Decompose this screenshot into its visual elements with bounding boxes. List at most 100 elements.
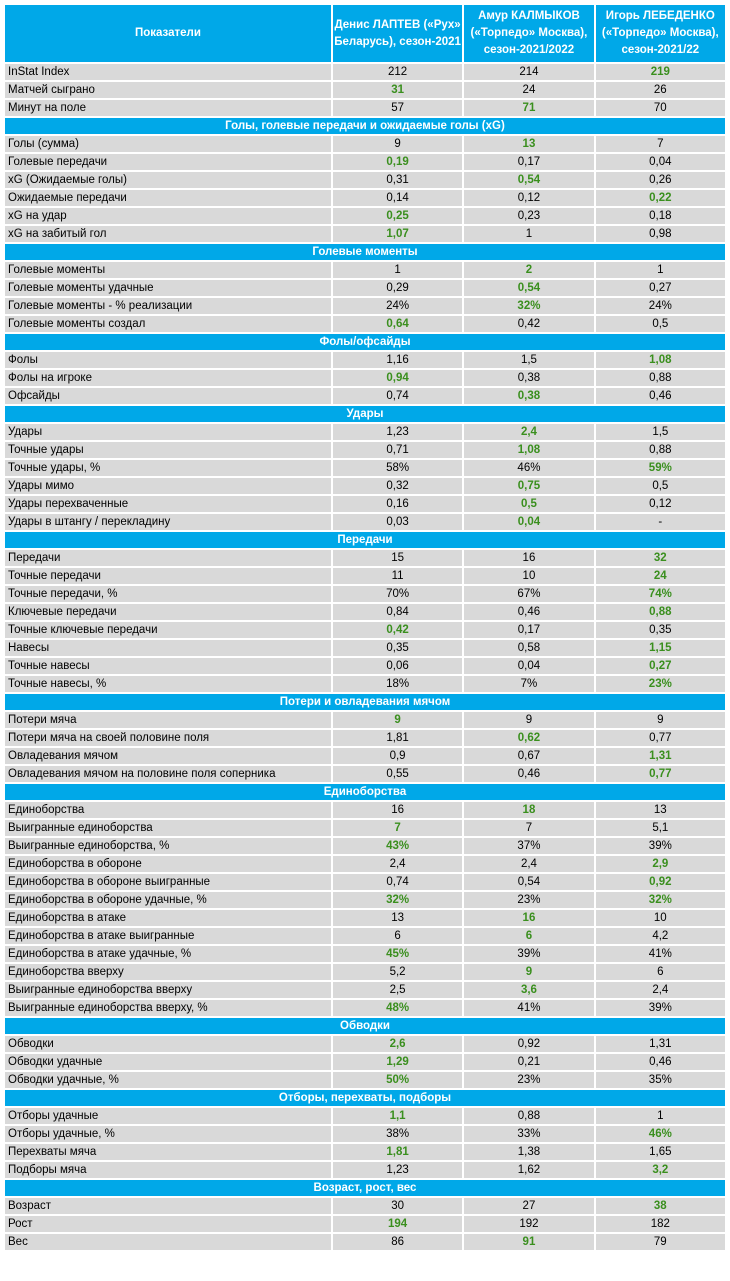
metric-label: xG (Ожидаемые голы) — [5, 172, 331, 188]
metric-label: Вес — [5, 1234, 331, 1250]
section-header-row: Единоборства — [5, 784, 725, 800]
value-lebedenko: 59% — [595, 460, 725, 476]
table-row: InStat Index 212 214 219 — [5, 64, 725, 80]
value-lebedenko: 1,31 — [595, 748, 725, 764]
section-title: Голы, голевые передачи и ожидаемые голы … — [5, 118, 725, 134]
value-kalmykov: 0,04 — [464, 514, 594, 530]
table-row: Удары 1,23 2,4 1,5 — [5, 424, 725, 440]
section-title: Передачи — [5, 532, 725, 548]
table-row: Голевые передачи 0,19 0,17 0,04 — [5, 154, 725, 170]
section-header-row: Потери и овладевания мячом — [5, 694, 725, 710]
table-row: Выигранные единоборства вверху 2,5 3,6 2,4 — [5, 982, 725, 998]
value-laptev: 0,94 — [332, 370, 463, 386]
metric-label: Голевые моменты удачные — [5, 280, 331, 296]
metric-label: Ожидаемые передачи — [5, 190, 331, 206]
value-laptev: 0,42 — [332, 622, 463, 638]
value-laptev: 1,16 — [332, 352, 463, 368]
value-laptev: 30 — [332, 1198, 463, 1214]
value-lebedenko: 0,26 — [595, 172, 725, 188]
value-lebedenko: 219 — [595, 64, 725, 80]
value-kalmykov: 2 — [464, 262, 594, 278]
metric-label: Фолы на игроке — [5, 370, 331, 386]
metric-label: Выигранные единоборства вверху, % — [5, 1000, 331, 1016]
value-laptev: 0,03 — [332, 514, 463, 530]
metric-label: Отборы удачные — [5, 1108, 331, 1124]
value-kalmykov: 33% — [464, 1126, 594, 1142]
value-kalmykov: 0,58 — [464, 640, 594, 656]
value-laptev: 1,23 — [332, 424, 463, 440]
section-header-row: Передачи — [5, 532, 725, 548]
value-laptev: 0,06 — [332, 658, 463, 674]
value-lebedenko: 10 — [595, 910, 725, 926]
value-kalmykov: 2,4 — [464, 424, 594, 440]
metric-label: Перехваты мяча — [5, 1144, 331, 1160]
value-kalmykov: 3,6 — [464, 982, 594, 998]
section-header-row: Обводки — [5, 1018, 725, 1034]
table-row: Ключевые передачи 0,84 0,46 0,88 — [5, 604, 725, 620]
metric-label: Выигранные единоборства — [5, 820, 331, 836]
value-laptev: 18% — [332, 676, 463, 692]
metric-label: Точные ключевые передачи — [5, 622, 331, 638]
metric-label: Обводки — [5, 1036, 331, 1052]
metric-label: xG на забитый гол — [5, 226, 331, 242]
player-header-lebedenko: Игорь ЛЕБЕДЕНКО («Торпедо» Москва), сезо… — [595, 5, 725, 62]
value-kalmykov: 192 — [464, 1216, 594, 1232]
value-kalmykov: 23% — [464, 892, 594, 908]
value-kalmykov: 16 — [464, 910, 594, 926]
metric-label: Точные удары, % — [5, 460, 331, 476]
metric-label: Единоборства в обороне — [5, 856, 331, 872]
section-title: Фолы/офсайды — [5, 334, 725, 350]
metric-label: Ключевые передачи — [5, 604, 331, 620]
metric-label: Матчей сыграно — [5, 82, 331, 98]
table-row: Единоборства вверху 5,2 9 6 — [5, 964, 725, 980]
value-laptev: 48% — [332, 1000, 463, 1016]
table-row: Отборы удачные 1,1 0,88 1 — [5, 1108, 725, 1124]
value-laptev: 0,31 — [332, 172, 463, 188]
table-row: xG на удар 0,25 0,23 0,18 — [5, 208, 725, 224]
metric-label: Единоборства в обороне выигранные — [5, 874, 331, 890]
value-lebedenko: 24% — [595, 298, 725, 314]
table-row: Выигранные единоборства 7 7 5,1 — [5, 820, 725, 836]
table-row: Точные передачи 11 10 24 — [5, 568, 725, 584]
metric-label: xG на удар — [5, 208, 331, 224]
table-row: Точные удары 0,71 1,08 0,88 — [5, 442, 725, 458]
value-laptev: 2,6 — [332, 1036, 463, 1052]
section-header-row: Голевые моменты — [5, 244, 725, 260]
value-laptev: 1,1 — [332, 1108, 463, 1124]
table-row: Фолы 1,16 1,5 1,08 — [5, 352, 725, 368]
player-header-laptev: Денис ЛАПТЕВ («Рух» Беларусь), сезон-202… — [332, 5, 463, 62]
section-title: Потери и овладевания мячом — [5, 694, 725, 710]
value-lebedenko: 24 — [595, 568, 725, 584]
table-row: Выигранные единоборства, % 43% 37% 39% — [5, 838, 725, 854]
value-kalmykov: 91 — [464, 1234, 594, 1250]
value-lebedenko: 0,5 — [595, 478, 725, 494]
table-row: Перехваты мяча 1,81 1,38 1,65 — [5, 1144, 725, 1160]
value-lebedenko: 39% — [595, 1000, 725, 1016]
table-row: xG на забитый гол 1,07 1 0,98 — [5, 226, 725, 242]
value-kalmykov: 18 — [464, 802, 594, 818]
table-row: Вес 86 91 79 — [5, 1234, 725, 1250]
value-kalmykov: 0,17 — [464, 622, 594, 638]
metric-label: Единоборства вверху — [5, 964, 331, 980]
table-row: Голевые моменты создал 0,64 0,42 0,5 — [5, 316, 725, 332]
value-lebedenko: 0,12 — [595, 496, 725, 512]
value-lebedenko: 0,88 — [595, 442, 725, 458]
metric-label: Выигранные единоборства, % — [5, 838, 331, 854]
metric-label: Удары перехваченные — [5, 496, 331, 512]
section-title: Обводки — [5, 1018, 725, 1034]
table-row: Рост 194 192 182 — [5, 1216, 725, 1232]
value-lebedenko: 0,22 — [595, 190, 725, 206]
value-lebedenko: 13 — [595, 802, 725, 818]
value-laptev: 194 — [332, 1216, 463, 1232]
table-row: Удары в штангу / перекладину 0,03 0,04- — [5, 514, 725, 530]
metric-label: Овладевания мячом на половине поля сопер… — [5, 766, 331, 782]
table-row: Единоборства 16 18 13 — [5, 802, 725, 818]
value-lebedenko: 0,92 — [595, 874, 725, 890]
value-kalmykov: 0,04 — [464, 658, 594, 674]
table-row: Офсайды 0,74 0,38 0,46 — [5, 388, 725, 404]
table-row: Обводки удачные 1,29 0,21 0,46 — [5, 1054, 725, 1070]
value-kalmykov: 7 — [464, 820, 594, 836]
table-row: Удары мимо 0,32 0,75 0,5 — [5, 478, 725, 494]
value-laptev: 1,07 — [332, 226, 463, 242]
value-laptev: 43% — [332, 838, 463, 854]
